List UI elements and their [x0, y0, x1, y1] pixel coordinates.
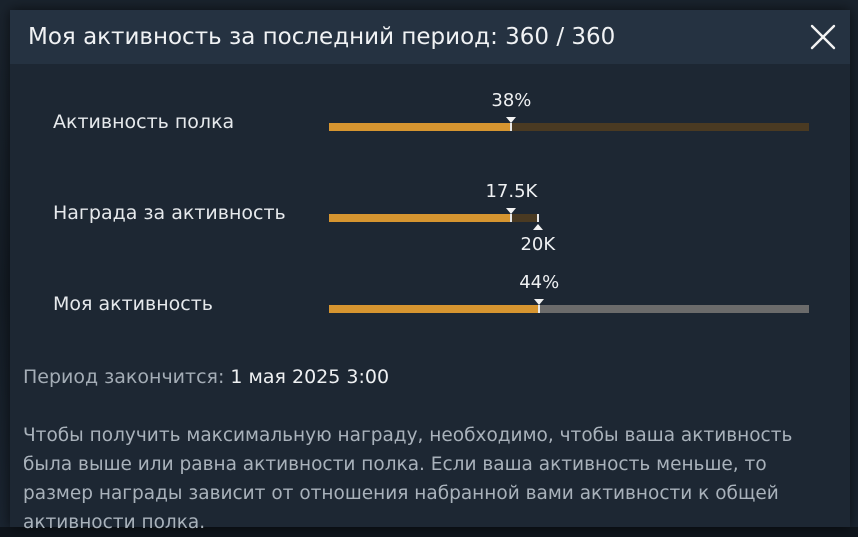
my-activity-track: [329, 305, 809, 313]
activity-reward-limit-value: 20K: [520, 234, 556, 255]
activity-reward-limit-tick: [536, 214, 539, 222]
activity-reward-bar: [329, 214, 809, 222]
activity-reward-limit-marker-icon: [532, 224, 543, 230]
reward-description: Чтобы получить максимальную награду, нео…: [23, 425, 793, 533]
activity-reward-tick: [510, 214, 513, 222]
activity-dialog: Моя активность за последний период: 360 …: [10, 10, 850, 533]
activity-reward-value: 17.5K: [485, 181, 538, 202]
activity-reward-marker-icon: [506, 208, 517, 214]
activity-reward-label: Награда за активность: [53, 202, 286, 224]
my-activity-value: 44%: [519, 272, 560, 293]
dialog-header: Моя активность за последний период: 360 …: [10, 10, 850, 64]
period-end-value: 1 мая 2025 3:00: [230, 366, 390, 388]
activity-reward-fill: [329, 214, 512, 222]
period-end: Период закончится: 1 мая 2025 3:00: [23, 365, 389, 389]
regiment-activity-track: [329, 123, 809, 131]
my-activity-marker-icon: [534, 299, 545, 305]
period-end-label: Период закончится:: [23, 366, 225, 388]
regiment-activity-bar: [329, 123, 809, 131]
regiment-activity-label: Активность полка: [53, 111, 235, 133]
my-activity-bar: [329, 305, 809, 313]
my-activity-label: Моя активность: [53, 293, 213, 315]
regiment-activity-tick: [510, 123, 513, 131]
regiment-activity-marker-icon: [506, 117, 517, 123]
close-icon[interactable]: [808, 22, 838, 52]
dialog-title: Моя активность за последний период: 360 …: [28, 24, 616, 50]
my-activity-tick: [538, 305, 541, 313]
my-activity-fill: [329, 305, 540, 313]
regiment-activity-fill: [329, 123, 512, 131]
regiment-activity-value: 38%: [491, 90, 532, 111]
